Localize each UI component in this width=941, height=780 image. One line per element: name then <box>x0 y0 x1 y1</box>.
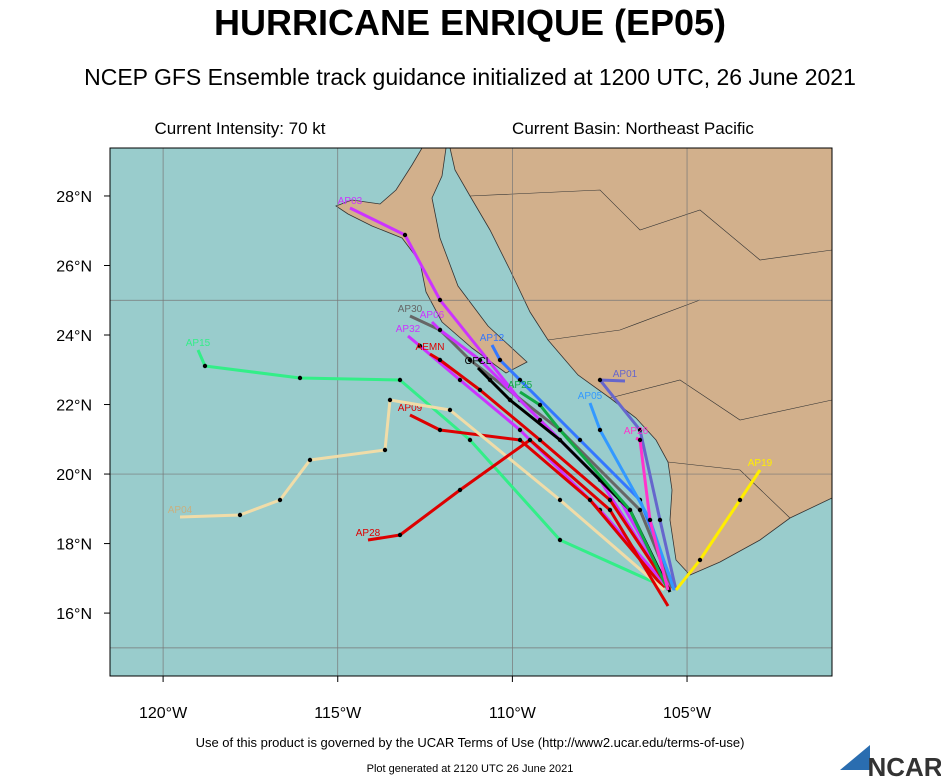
track-point <box>597 377 603 383</box>
track-label: AP09 <box>398 403 423 414</box>
track-point <box>437 357 443 363</box>
track-label: AP28 <box>356 528 381 539</box>
track-point <box>537 437 543 443</box>
track-point <box>557 427 563 433</box>
mainland <box>449 147 833 576</box>
ncar-logo-mark <box>840 745 870 770</box>
track-point <box>647 517 653 523</box>
lon-label: 110°W <box>489 705 537 722</box>
baja-california <box>335 147 528 374</box>
track-point <box>397 377 403 383</box>
track-point <box>447 407 453 413</box>
state-borders <box>469 189 833 519</box>
track-label: AP12 <box>480 333 505 344</box>
track-line <box>407 334 668 586</box>
terms: Use of this product is governed by the U… <box>196 735 745 750</box>
track-label: AP03 <box>338 196 363 207</box>
track-point <box>597 427 603 433</box>
track-label: AP30 <box>398 304 423 315</box>
track-label: OFCL <box>465 356 492 367</box>
lon-label: 105°W <box>663 705 712 722</box>
track-point <box>417 343 423 349</box>
track-point <box>557 437 563 443</box>
track-label: AP05 <box>578 391 603 402</box>
lat-label: 22°N <box>56 398 92 415</box>
track-point <box>497 357 503 363</box>
track-point <box>277 497 283 503</box>
lat-label: 26°N <box>56 258 92 275</box>
track-point <box>517 437 523 443</box>
generated: Plot generated at 2120 UTC 26 June 2021 <box>367 763 574 775</box>
track-point <box>457 487 463 493</box>
track-point <box>307 457 313 463</box>
track-point <box>507 397 513 403</box>
lat-label: 20°N <box>56 467 92 484</box>
track-label: AP25 <box>508 380 533 391</box>
track-line <box>349 206 672 591</box>
lat-label: 24°N <box>56 328 92 345</box>
ncar-logo: NCAR <box>867 752 941 780</box>
track-point <box>607 507 613 513</box>
track-point <box>537 402 543 408</box>
track-point <box>537 417 543 423</box>
track-point <box>637 427 643 433</box>
basin: Current Basin: Northeast Pacific <box>512 119 754 138</box>
track-point <box>627 507 633 513</box>
track-point <box>382 447 388 453</box>
lon-label: 115°W <box>314 705 362 722</box>
track-line <box>674 469 762 591</box>
track-point <box>557 497 563 503</box>
lon-label: 120°W <box>139 705 188 722</box>
track-point <box>487 377 493 383</box>
track-line <box>588 402 676 591</box>
track-label: AP06 <box>420 310 445 321</box>
subtitle: NCEP GFS Ensemble track guidance initial… <box>84 64 856 90</box>
track-point <box>397 532 403 538</box>
track-label: AP26 <box>624 426 649 437</box>
track-point <box>297 375 303 381</box>
track-point <box>637 437 643 443</box>
track-point <box>517 427 523 433</box>
lat-label: 16°N <box>56 606 92 623</box>
track-point <box>517 377 523 383</box>
track-line <box>367 438 670 607</box>
track-point <box>467 357 473 363</box>
track-point <box>467 437 473 443</box>
track-point <box>657 517 663 523</box>
track-point <box>637 507 643 513</box>
map-frame <box>109 147 833 677</box>
track-point <box>527 437 533 443</box>
track-label: AEMN <box>416 342 445 353</box>
track-point <box>402 232 408 238</box>
track-point <box>202 363 208 369</box>
track-label: AP32 <box>396 324 421 335</box>
track-label: AP04 <box>168 505 193 516</box>
track-label: AP15 <box>186 338 211 349</box>
track-point <box>237 512 243 518</box>
title: HURRICANE ENRIQUE (EP05) <box>214 2 726 43</box>
track-label: AP01 <box>613 369 638 380</box>
track-label: AP19 <box>748 458 773 469</box>
track-point <box>477 387 483 393</box>
track-point <box>587 497 593 503</box>
track-point <box>437 427 443 433</box>
track-point <box>607 497 613 503</box>
track-point <box>577 437 583 443</box>
track-line <box>635 436 670 591</box>
lat-label: 28°N <box>56 189 92 206</box>
track-point <box>387 397 393 403</box>
track-point <box>737 497 743 503</box>
intensity: Current Intensity: 70 kt <box>154 119 325 138</box>
lat-label: 18°N <box>56 537 92 554</box>
track-point <box>477 357 483 363</box>
track-point <box>697 557 703 563</box>
track-point <box>437 297 443 303</box>
track-point <box>557 537 563 543</box>
track-point <box>437 327 443 333</box>
track-point <box>457 377 463 383</box>
